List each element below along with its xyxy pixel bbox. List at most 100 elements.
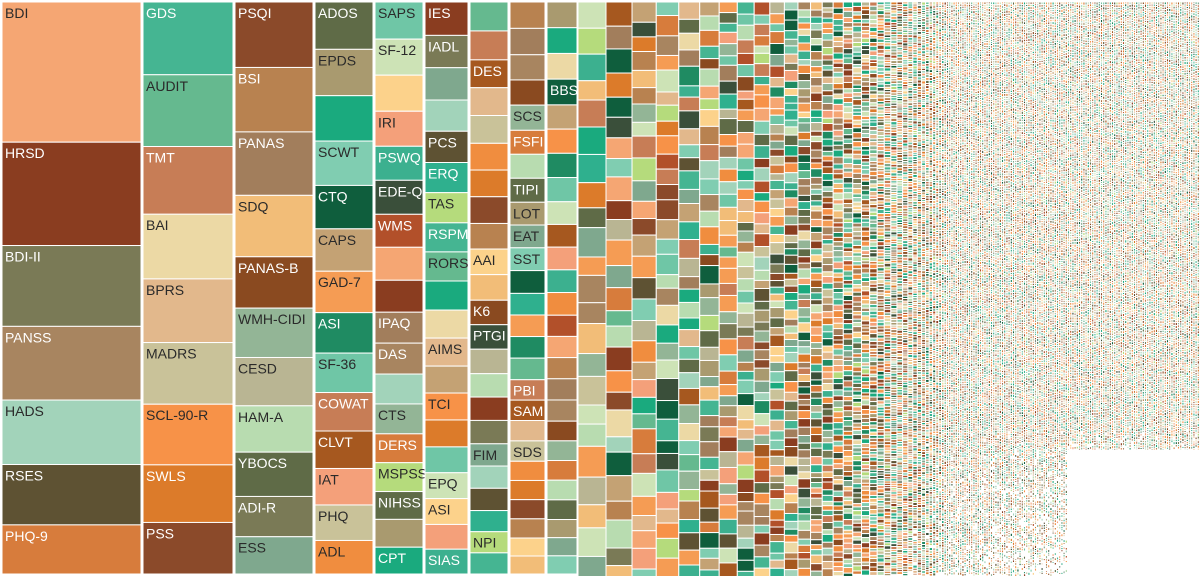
treemap-cell bbox=[852, 514, 863, 521]
treemap-cell bbox=[810, 188, 823, 195]
treemap-cell bbox=[699, 144, 720, 162]
treemap-cell bbox=[783, 109, 799, 121]
treemap-cell bbox=[861, 215, 871, 220]
treemap-cell bbox=[861, 556, 871, 563]
treemap-cell bbox=[718, 504, 738, 520]
treemap-cell bbox=[753, 279, 771, 290]
treemap-cell bbox=[821, 311, 834, 319]
treemap-cell bbox=[374, 1, 424, 40]
treemap-cell bbox=[605, 325, 633, 348]
treemap-cell bbox=[655, 120, 680, 137]
treemap-cell bbox=[861, 533, 871, 539]
treemap-cell bbox=[869, 241, 878, 247]
treemap-cell bbox=[852, 451, 863, 457]
treemap-cell bbox=[832, 501, 844, 507]
treemap-cell bbox=[810, 38, 823, 46]
treemap-cell bbox=[842, 75, 854, 83]
treemap-cell bbox=[883, 198, 892, 203]
treemap-cell bbox=[783, 102, 799, 111]
treemap-cell bbox=[869, 81, 878, 87]
treemap-cell bbox=[861, 565, 871, 571]
treemap-cell bbox=[832, 348, 844, 356]
treemap-cell bbox=[753, 367, 771, 382]
treemap-cell bbox=[509, 54, 546, 81]
treemap-cell bbox=[869, 344, 878, 349]
treemap-cell bbox=[861, 518, 871, 524]
treemap-cell bbox=[797, 201, 812, 210]
treemap-cell bbox=[736, 570, 755, 576]
treemap-cell bbox=[869, 490, 878, 497]
treemap-cell bbox=[821, 303, 834, 313]
treemap-cell bbox=[890, 570, 898, 576]
treemap-cell bbox=[852, 361, 863, 368]
treemap-cell bbox=[769, 207, 785, 217]
cell-label: RORS bbox=[428, 255, 468, 271]
treemap-cell bbox=[631, 180, 657, 202]
cell-label: PSS bbox=[146, 525, 174, 541]
cell-label: K6 bbox=[473, 303, 490, 319]
treemap-cell bbox=[797, 346, 812, 355]
treemap-cell bbox=[769, 409, 785, 421]
treemap-cell bbox=[821, 442, 834, 451]
treemap-cell bbox=[769, 43, 785, 55]
treemap-cell bbox=[852, 255, 863, 263]
treemap-cell bbox=[883, 561, 892, 567]
treemap-cell bbox=[861, 221, 871, 228]
treemap-cell bbox=[821, 547, 834, 556]
treemap-cell bbox=[869, 519, 878, 525]
treemap-cell bbox=[832, 317, 844, 324]
treemap-cell bbox=[546, 440, 578, 462]
treemap-cell bbox=[883, 21, 892, 27]
treemap-cell bbox=[783, 206, 799, 217]
treemap-cell bbox=[842, 192, 854, 200]
cell-label: CPT bbox=[378, 550, 406, 566]
treemap-cell bbox=[655, 377, 680, 402]
treemap-cell bbox=[699, 521, 720, 534]
treemap-cell bbox=[852, 398, 863, 403]
treemap-cell bbox=[821, 471, 834, 479]
treemap-cell bbox=[821, 160, 834, 168]
treemap-cell bbox=[797, 471, 812, 480]
treemap-cell bbox=[783, 263, 799, 274]
cell-label: SAM bbox=[513, 403, 543, 419]
treemap-cell bbox=[753, 233, 771, 248]
treemap-cell bbox=[469, 373, 509, 398]
treemap-cell bbox=[546, 420, 578, 442]
treemap-cell bbox=[631, 320, 657, 342]
treemap-cell bbox=[869, 153, 878, 158]
treemap-cell bbox=[810, 135, 823, 143]
treemap-cell bbox=[821, 239, 834, 245]
treemap-cell bbox=[861, 339, 871, 345]
treemap-cell bbox=[546, 104, 578, 130]
treemap-cell bbox=[869, 428, 878, 433]
treemap-cell bbox=[678, 372, 701, 389]
treemap-cell bbox=[842, 434, 854, 440]
treemap-cell bbox=[699, 376, 720, 388]
treemap-cell bbox=[546, 537, 578, 557]
treemap-cell bbox=[769, 164, 785, 175]
treemap-cell bbox=[655, 522, 680, 539]
treemap-cell bbox=[852, 67, 863, 74]
treemap-cell bbox=[832, 46, 844, 54]
treemap-cell bbox=[861, 417, 871, 424]
treemap-cell bbox=[769, 519, 785, 528]
treemap-cell bbox=[883, 102, 892, 108]
treemap-cell bbox=[876, 367, 885, 372]
treemap-cell bbox=[852, 226, 863, 233]
treemap-cell bbox=[861, 320, 871, 326]
treemap-cell bbox=[736, 478, 755, 493]
treemap-cell bbox=[861, 33, 871, 39]
treemap-cell bbox=[469, 30, 509, 61]
treemap-cell bbox=[678, 49, 701, 67]
treemap-cell bbox=[718, 267, 738, 284]
cell-label: ASI bbox=[318, 316, 341, 332]
treemap-cell bbox=[861, 425, 871, 431]
treemap-cell bbox=[832, 110, 844, 119]
treemap-cell bbox=[842, 148, 854, 155]
treemap-cell bbox=[869, 561, 878, 568]
treemap-cell bbox=[655, 400, 680, 420]
treemap-cell bbox=[577, 353, 607, 377]
treemap-cell bbox=[699, 29, 720, 47]
treemap-cell bbox=[783, 299, 799, 311]
treemap-cell bbox=[753, 380, 771, 394]
